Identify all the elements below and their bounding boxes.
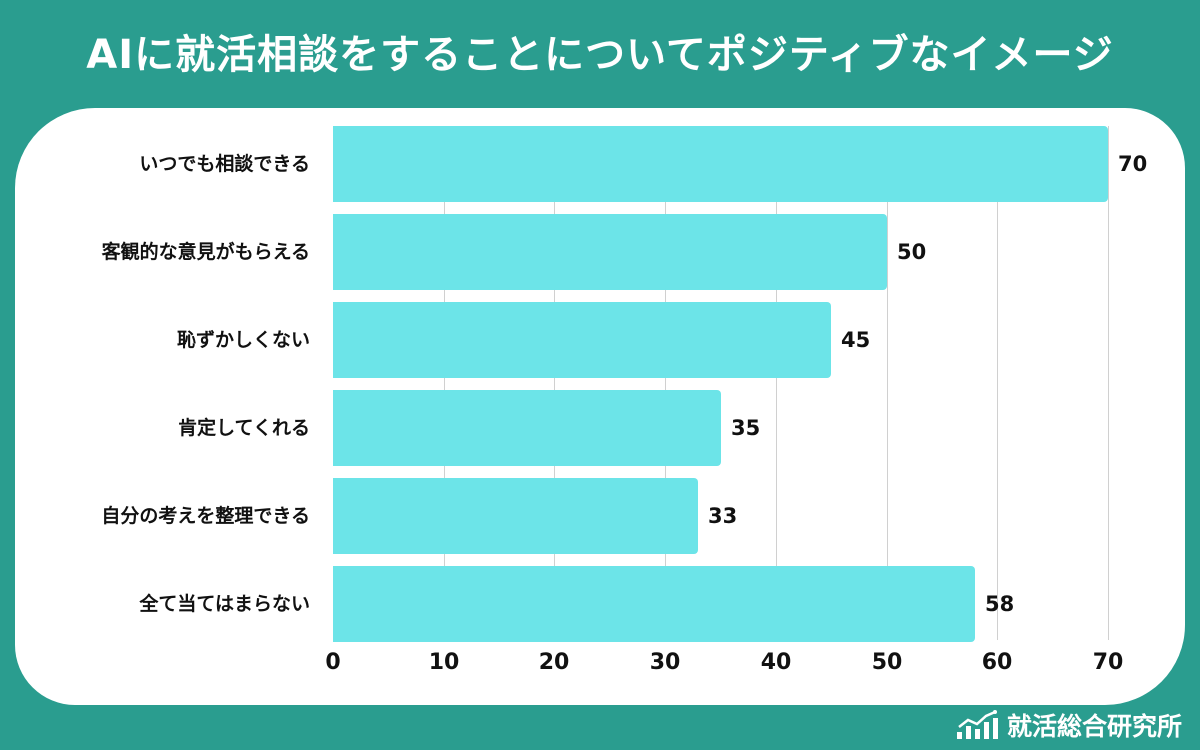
bar-chart-trend-icon — [955, 710, 999, 740]
category-label: 客観的な意見がもらえる — [101, 241, 310, 263]
gridline — [997, 126, 998, 640]
gridline — [1108, 126, 1109, 640]
value-label: 70 — [1118, 152, 1148, 176]
x-tick-label: 40 — [760, 650, 792, 675]
category-label: 自分の考えを整理できる — [101, 505, 310, 527]
bar — [333, 214, 887, 290]
bar — [333, 566, 975, 642]
category-label: 恥ずかしくない — [176, 329, 310, 351]
x-tick-label: 0 — [325, 650, 341, 675]
brand-name: 就活総合研究所 — [1006, 712, 1182, 741]
value-label: 45 — [841, 328, 871, 352]
gridline — [887, 126, 888, 640]
bar — [333, 126, 1108, 202]
chart-title: AIに就活相談をすることについてポジティブなイメージ — [86, 32, 1114, 78]
value-label: 35 — [731, 416, 761, 440]
category-label: いつでも相談できる — [139, 153, 310, 175]
gridline — [776, 126, 777, 640]
gridline — [444, 126, 445, 640]
brand-logo: 就活総合研究所 — [955, 708, 1182, 742]
bar — [333, 390, 721, 466]
x-tick-label: 30 — [649, 650, 681, 675]
x-tick-label: 50 — [871, 650, 903, 675]
bar — [333, 478, 698, 554]
category-label: 全て当てはまらない — [139, 593, 310, 615]
x-tick-label: 10 — [428, 650, 460, 675]
bar — [333, 302, 831, 378]
x-tick-label: 60 — [981, 650, 1013, 675]
value-label: 58 — [985, 592, 1015, 616]
gridline — [554, 126, 555, 640]
x-tick-label: 20 — [538, 650, 570, 675]
value-label: 33 — [708, 504, 738, 528]
category-label: 肯定してくれる — [178, 417, 310, 439]
value-label: 50 — [897, 240, 927, 264]
gridline — [665, 126, 666, 640]
x-tick-label: 70 — [1092, 650, 1124, 675]
